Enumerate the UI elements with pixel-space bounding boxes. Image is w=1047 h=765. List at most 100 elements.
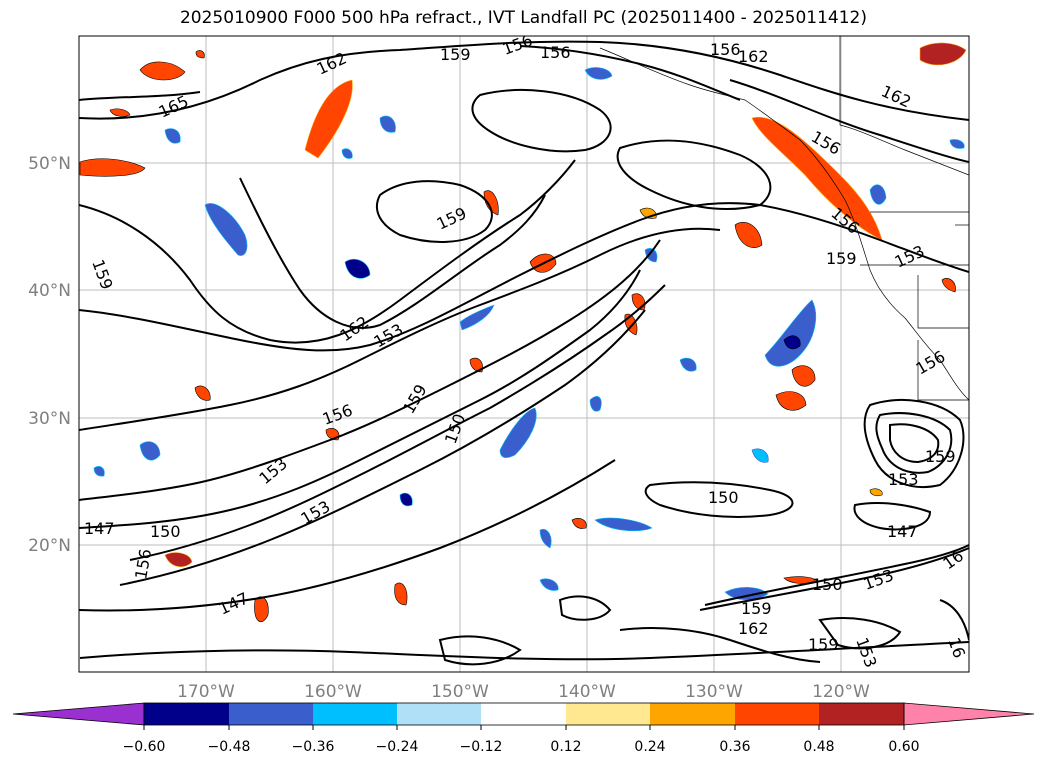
colorbar-bin: [735, 703, 819, 725]
ivt-blob: [394, 582, 408, 606]
colorbar-outline: [143, 702, 905, 726]
ivt-blob: [791, 365, 816, 387]
lat-labels: 50°N 40°N 30°N 20°N: [28, 154, 71, 556]
ivt-blob: [571, 518, 587, 529]
ivt-blob: [79, 158, 146, 177]
colorbar-bin: [397, 703, 481, 725]
contour-line: [79, 202, 969, 352]
ivt-blob: [139, 61, 186, 81]
colorbar-bin: [481, 703, 566, 725]
colorbar-tick-label: 0.24: [634, 739, 665, 755]
colorbar-tick-label: 0.60: [888, 739, 919, 755]
ivt-blob: [379, 115, 396, 133]
contour-line: [863, 399, 965, 488]
ivt-blob: [93, 466, 105, 477]
colorbar-tick-label: −0.24: [376, 739, 419, 755]
colorbar-bin: [313, 703, 397, 725]
contour-label: 147: [84, 519, 115, 538]
contour-label: 150: [150, 522, 181, 541]
ivt-blob: [164, 128, 181, 144]
colorbar-tick-label: 0.48: [803, 739, 834, 755]
colorbar-bin: [229, 703, 313, 725]
contour-line: [79, 91, 201, 101]
ivt-blob: [783, 335, 801, 350]
contour-line: [616, 139, 772, 211]
contour-label: 162: [738, 47, 769, 66]
contour-line: [853, 502, 932, 531]
ivt-blob: [919, 42, 967, 66]
contour-label: 159: [925, 447, 956, 466]
ivt-blob: [949, 139, 965, 149]
colorbar-tick-label: −0.12: [460, 739, 503, 755]
contour-label: 156: [710, 40, 741, 59]
colorbar-tick-label: −0.48: [208, 739, 251, 755]
lat-label: 40°N: [28, 281, 71, 301]
ivt-blob: [539, 528, 552, 549]
lon-label: 130°W: [685, 682, 743, 702]
lon-labels: 170°W 160°W 150°W 140°W 130°W 120°W: [177, 682, 870, 702]
ivt-blob: [775, 391, 807, 411]
contour-label: 153: [888, 470, 919, 489]
contour-line: [79, 459, 616, 612]
ivt-blob: [764, 299, 816, 367]
height-contours: [79, 40, 969, 666]
lat-label: 20°N: [28, 536, 71, 556]
lon-label: 170°W: [177, 682, 235, 702]
colorbar-tick-label: 0.12: [550, 739, 581, 755]
ivt-blob: [194, 385, 211, 401]
contour-line: [79, 40, 969, 121]
contour-line: [519, 45, 741, 101]
contour-line: [239, 177, 546, 329]
lon-label: 120°W: [812, 682, 870, 702]
ivt-blob: [679, 357, 697, 372]
contour-line: [79, 641, 969, 661]
contour-label: 150: [812, 575, 843, 594]
ivt-blob: [341, 148, 353, 159]
contour-line: [619, 627, 821, 663]
colorbar-tick-label: −0.60: [123, 739, 166, 755]
ivt-blob: [139, 441, 161, 461]
contour-label: 159: [826, 249, 857, 268]
contour-line: [79, 159, 576, 344]
map-frame: [78, 35, 970, 673]
lon-label: 140°W: [558, 682, 616, 702]
ivt-blob: [869, 184, 887, 205]
ivt-blob: [751, 448, 769, 463]
map-title: 2025010900 F000 500 hPa refract., IVT La…: [179, 8, 867, 28]
ivt-blob: [469, 357, 483, 373]
contour-line: [558, 595, 612, 621]
contour-line: [818, 617, 902, 650]
contour-line: [704, 544, 969, 606]
colorbar-tick-label: 0.36: [719, 739, 750, 755]
map-area: [79, 36, 969, 672]
ivt-blob: [594, 517, 653, 532]
contour-line: [129, 284, 666, 561]
colorbar-tick-label: −0.36: [292, 739, 335, 755]
contour-line: [889, 423, 940, 464]
contour-line: [79, 227, 721, 431]
coastlines: [599, 36, 969, 401]
contour-line: [79, 269, 641, 529]
ivt-blob: [164, 552, 193, 568]
contour-label: 150: [708, 488, 739, 507]
contour-label: 159: [440, 45, 471, 64]
ivt-blob: [254, 596, 269, 623]
ivt-blob: [584, 67, 613, 80]
colorbar: −0.60 −0.48 −0.36 −0.24 −0.12 0.12 0.24 …: [12, 702, 1035, 755]
ivt-blob: [734, 222, 763, 248]
ivt-blob: [459, 304, 495, 331]
contour-line: [729, 79, 969, 163]
ivt-blob: [344, 258, 371, 279]
contour-line: [438, 635, 522, 666]
contour-line: [79, 239, 661, 501]
ivt-blob: [195, 50, 205, 59]
contour-line: [471, 89, 612, 153]
lat-label: 50°N: [28, 154, 71, 174]
ivt-blob: [941, 278, 956, 293]
colorbar-extend-low: [12, 702, 145, 726]
contour-label: 162: [738, 619, 769, 638]
ivt-blob: [304, 79, 353, 159]
contour-line: [699, 547, 969, 611]
contour-line: [644, 481, 794, 518]
